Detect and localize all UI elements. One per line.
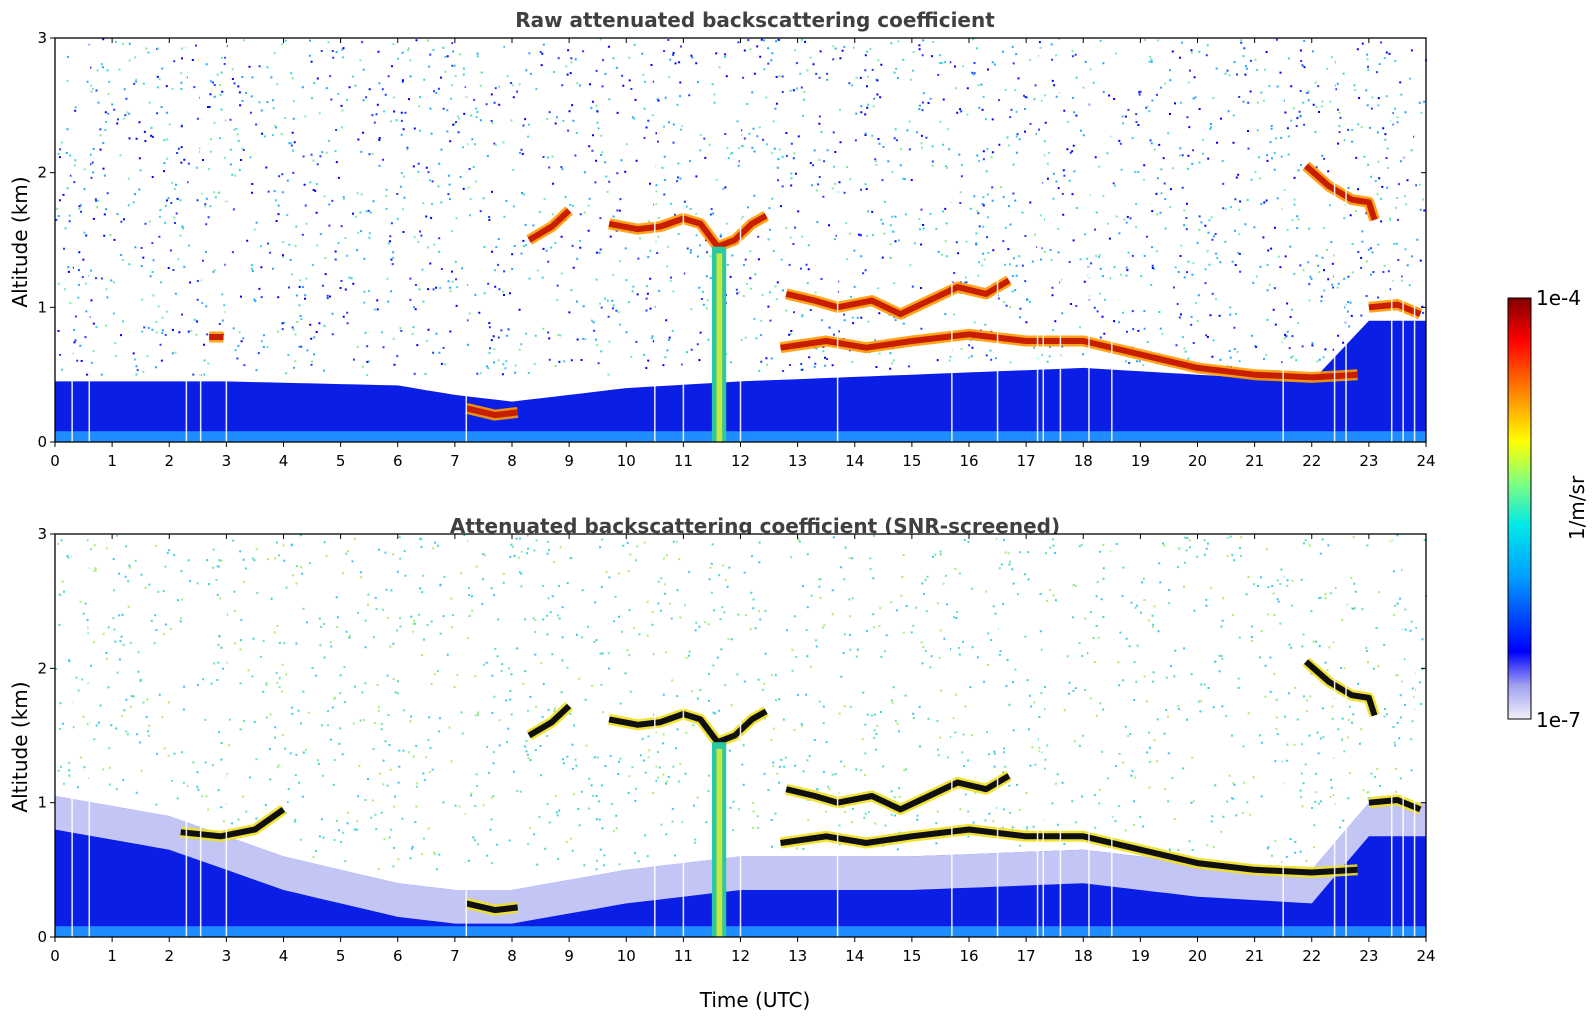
x-tick-label: 3 — [222, 947, 232, 965]
cloud-segment — [1368, 797, 1422, 813]
cloud-segment — [527, 208, 572, 243]
cloud-segment — [785, 773, 1011, 813]
x-tick-label: 6 — [393, 947, 403, 965]
x-tick-label: 9 — [564, 947, 574, 965]
y-tick-label: 1 — [37, 298, 47, 316]
cloud-segment — [780, 331, 1358, 381]
cloud-segment — [608, 708, 768, 746]
y-tick-label: 2 — [37, 164, 47, 182]
x-tick-label: 21 — [1245, 947, 1264, 965]
x-tick-label: 23 — [1359, 452, 1378, 470]
x-tick-label: 17 — [1017, 452, 1036, 470]
colorbar-label: 1/m/sr — [1565, 475, 1589, 540]
plot-area-snr: 0 1 2 3 4 5 6 7 8 9 10 11 12 13 14 15 16 17 18 19 20 21 22 23 24… — [37, 525, 1435, 965]
x-tick-label: 22 — [1302, 452, 1321, 470]
x-tick-label: 24 — [1416, 947, 1435, 965]
cloud-segment — [465, 405, 519, 419]
x-tick-label: 18 — [1074, 452, 1093, 470]
y-tick-label: 3 — [37, 525, 47, 543]
x-tick-label: 24 — [1416, 452, 1435, 470]
cloud-segment — [1304, 163, 1378, 221]
x-tick-label: 8 — [507, 947, 517, 965]
precipitation-core — [716, 748, 723, 937]
x-tick-label: 8 — [507, 452, 517, 470]
cloud-segment — [1304, 659, 1378, 717]
x-tick-label: 10 — [617, 947, 636, 965]
x-tick-label: 15 — [902, 452, 921, 470]
x-tick-label: 11 — [674, 452, 693, 470]
heatmap-texture — [55, 38, 1427, 442]
x-tick-label: 20 — [1188, 947, 1207, 965]
x-axis-label: Time (UTC) — [699, 988, 811, 1012]
heatmap-texture — [55, 534, 1428, 937]
x-tick-label: 19 — [1131, 452, 1150, 470]
cloud-segment — [608, 213, 768, 250]
x-tick-label: 21 — [1245, 452, 1264, 470]
y-tick-label: 2 — [37, 659, 47, 677]
x-tick-label: 2 — [164, 452, 174, 470]
x-tick-label: 13 — [788, 947, 807, 965]
y-tick-label: 0 — [37, 928, 47, 946]
x-tick-label: 15 — [902, 947, 921, 965]
x-tick-label: 20 — [1188, 452, 1207, 470]
x-tick-label: 12 — [731, 452, 750, 470]
x-tick-label: 2 — [164, 947, 174, 965]
cloud-segment — [1368, 301, 1422, 317]
x-tick-label: 4 — [279, 947, 289, 965]
colorbar-gradient — [1507, 297, 1532, 720]
colorbar-max-label: 1e-4 — [1536, 286, 1581, 310]
x-tick-label: 11 — [674, 947, 693, 965]
x-tick-label: 23 — [1359, 947, 1378, 965]
cloud-segment — [785, 277, 1011, 318]
x-tick-label: 14 — [845, 947, 864, 965]
x-tick-label: 12 — [731, 947, 750, 965]
x-tick-label: 16 — [959, 452, 978, 470]
x-tick-label: 19 — [1131, 947, 1150, 965]
y-axis-label-raw: Altitude (km) — [8, 176, 32, 307]
cloud-segment — [465, 900, 519, 914]
x-tick-label: 18 — [1074, 947, 1093, 965]
colorbar: 1e-4 1e-7 1/m/sr — [1507, 286, 1589, 732]
cloud-segment — [527, 703, 572, 739]
panel-raw: Raw attenuated backscattering coefficien… — [8, 8, 1436, 470]
colorbar-min-label: 1e-7 — [1536, 708, 1581, 732]
x-tick-label: 5 — [336, 947, 346, 965]
precipitation-core — [716, 253, 723, 442]
chart-title-raw: Raw attenuated backscattering coefficien… — [515, 8, 995, 32]
y-tick-label: 3 — [37, 29, 47, 47]
x-tick-label: 0 — [50, 452, 60, 470]
x-tick-label: 13 — [788, 452, 807, 470]
y-axis-label-snr: Altitude (km) — [8, 681, 32, 812]
x-tick-label: 7 — [450, 452, 460, 470]
y-tick-label: 1 — [37, 794, 47, 812]
x-tick-label: 16 — [959, 947, 978, 965]
x-tick-label: 3 — [222, 452, 232, 470]
x-tick-label: 7 — [450, 947, 460, 965]
x-tick-label: 10 — [617, 452, 636, 470]
cloud-segment — [780, 826, 1358, 876]
x-tick-label: 0 — [50, 947, 60, 965]
x-tick-label: 22 — [1302, 947, 1321, 965]
y-tick-label: 0 — [37, 433, 47, 451]
x-tick-label: 4 — [279, 452, 289, 470]
x-tick-label: 1 — [107, 947, 117, 965]
plot-area-raw: 0 1 2 3 4 5 6 7 8 9 10 11 12 13 14 15 16 17 18 19 20 21 22 23 24… — [37, 29, 1435, 470]
x-tick-label: 1 — [107, 452, 117, 470]
x-tick-label: 6 — [393, 452, 403, 470]
x-tick-label: 17 — [1017, 947, 1036, 965]
x-tick-label: 14 — [845, 452, 864, 470]
x-tick-label: 9 — [564, 452, 574, 470]
panel-snr: Attenuated backscattering coefficient (S… — [8, 514, 1436, 1012]
x-tick-label: 5 — [336, 452, 346, 470]
